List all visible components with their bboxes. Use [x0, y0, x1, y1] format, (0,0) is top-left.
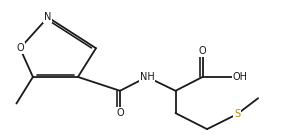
- Text: O: O: [16, 43, 24, 53]
- Text: O: O: [199, 46, 206, 56]
- Text: S: S: [234, 109, 240, 119]
- Text: N: N: [44, 12, 52, 22]
- Text: NH: NH: [140, 72, 154, 82]
- Text: O: O: [116, 108, 124, 118]
- Text: OH: OH: [233, 72, 248, 82]
